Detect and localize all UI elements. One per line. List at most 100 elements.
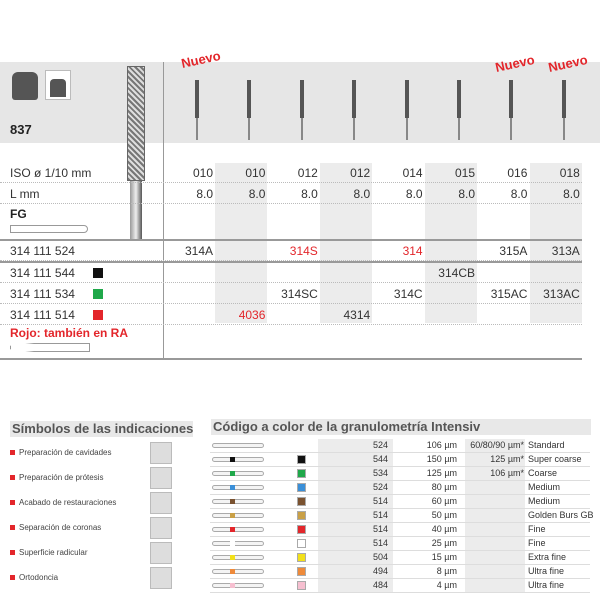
grit-row: 524 80 µm Medium bbox=[210, 481, 590, 495]
indication-symbol-icon bbox=[150, 517, 172, 539]
indication-label: Acabado de restauraciones bbox=[19, 498, 117, 507]
color-swatch bbox=[297, 553, 306, 562]
article-code: 315AC bbox=[490, 287, 528, 301]
bur-image bbox=[509, 80, 514, 140]
article-code: 313A bbox=[551, 244, 580, 258]
cavity-icon bbox=[12, 72, 38, 100]
ref-number: 314 111 534 bbox=[10, 287, 75, 301]
grit-name: Ultra fine bbox=[528, 580, 565, 590]
cell: 014 bbox=[402, 166, 423, 180]
article-code: 314 bbox=[402, 244, 423, 258]
column-shade bbox=[215, 163, 268, 323]
cell: 8.0 bbox=[196, 187, 213, 201]
cell: 8.0 bbox=[353, 187, 371, 201]
grit-row: 514 60 µm Medium bbox=[210, 495, 590, 509]
color-swatch bbox=[297, 525, 306, 534]
cell: 010 bbox=[245, 166, 266, 180]
color-ring bbox=[230, 485, 235, 490]
indication-item: Preparación de prótesis bbox=[10, 473, 104, 483]
bur-image bbox=[561, 80, 566, 140]
grit-row: 504 15 µm Extra fine bbox=[210, 551, 590, 565]
grit-code: 514 bbox=[372, 524, 388, 534]
bur-image bbox=[457, 80, 461, 140]
grit-row: 514 50 µm Golden Burs GB bbox=[210, 509, 594, 523]
article-code: 313AC bbox=[543, 287, 580, 301]
indication-item: Superficie radicular bbox=[10, 548, 87, 558]
color-ring bbox=[230, 541, 235, 546]
bur-shank-icon bbox=[212, 443, 264, 448]
cell: 018 bbox=[559, 166, 580, 180]
indication-label: Ortodoncia bbox=[19, 573, 59, 582]
indication-symbol-icon bbox=[150, 492, 172, 514]
bur-enlarged-image bbox=[127, 66, 145, 181]
indication-symbol-icon bbox=[150, 442, 172, 464]
bur-shank-icon bbox=[212, 485, 264, 490]
grit-code: 514 bbox=[372, 538, 388, 548]
bur-image bbox=[352, 80, 357, 140]
color-swatch bbox=[297, 497, 306, 506]
grit-size: 150 µm bbox=[426, 454, 457, 464]
length-label: L mm bbox=[10, 187, 40, 201]
color-swatch bbox=[297, 483, 306, 492]
cell: 8.0 bbox=[458, 187, 475, 201]
grit-size: 80 µm bbox=[431, 482, 457, 492]
cell: 8.0 bbox=[301, 187, 318, 201]
bullet-icon bbox=[10, 575, 15, 580]
cell: 8.0 bbox=[405, 187, 423, 201]
grit-name: Standard bbox=[528, 440, 565, 450]
grit-row: 494 8 µm Ultra fine bbox=[210, 565, 590, 579]
divider bbox=[0, 358, 582, 360]
color-ring bbox=[230, 499, 235, 504]
grit-size: 4 µm bbox=[436, 580, 457, 590]
article-code: 315A bbox=[499, 244, 528, 258]
bur-shank-icon bbox=[212, 555, 264, 560]
article-code: 314A bbox=[184, 244, 213, 258]
cell: 010 bbox=[192, 166, 213, 180]
cell: 015 bbox=[454, 166, 475, 180]
table-row: 314 111 544 314CB bbox=[0, 263, 582, 283]
indication-label: Preparación de cavidades bbox=[19, 448, 112, 457]
indication-label: Superficie radicular bbox=[19, 548, 88, 557]
color-swatch bbox=[297, 581, 306, 590]
indication-item: Ortodoncia bbox=[10, 573, 58, 583]
color-ring bbox=[230, 527, 235, 532]
grit-name: Medium bbox=[528, 496, 561, 506]
color-ring bbox=[230, 513, 235, 518]
grit-size: 106 µm bbox=[426, 440, 457, 450]
indication-label: Separación de coronas bbox=[19, 523, 102, 532]
color-swatch bbox=[297, 469, 306, 478]
grit-size: 25 µm bbox=[431, 538, 457, 548]
grit-name: Fine bbox=[528, 538, 546, 548]
divider bbox=[0, 261, 582, 263]
grit-row: 534 125 µm 106 µm* Coarse bbox=[210, 467, 590, 481]
indication-symbol-icon bbox=[150, 467, 172, 489]
grit-name: Medium bbox=[528, 482, 561, 492]
column-shade bbox=[320, 163, 373, 323]
grit-code: 524 bbox=[372, 440, 388, 450]
bur-image bbox=[404, 80, 409, 140]
grit-size: 40 µm bbox=[431, 524, 457, 534]
article-code: 314C bbox=[393, 287, 423, 301]
color-ring bbox=[230, 457, 235, 462]
cell: 8.0 bbox=[248, 187, 266, 201]
bur-shank-icon bbox=[212, 541, 264, 546]
grit-code: 514 bbox=[372, 496, 388, 506]
bur-shank-icon bbox=[212, 513, 264, 518]
grit-code: 494 bbox=[372, 566, 388, 576]
grit-size: 60 µm bbox=[431, 496, 457, 506]
bur-shank-icon bbox=[212, 457, 264, 462]
grit-alt: 106 µm* bbox=[490, 468, 524, 478]
grit-size: 15 µm bbox=[431, 552, 457, 562]
table-row: 314 111 524 314A 314S 314 315A 313A bbox=[0, 241, 582, 261]
indication-symbol-icon bbox=[150, 567, 172, 589]
length-row: L mm 8.0 8.0 8.0 8.0 8.0 8.0 8.0 8.0 bbox=[0, 184, 582, 204]
bullet-icon bbox=[10, 450, 15, 455]
ref-number: 314 111 514 bbox=[10, 308, 75, 322]
iso-label: ISO ø 1/10 mm bbox=[10, 166, 92, 180]
indications-title: Símbolos de las indicaciones bbox=[10, 421, 194, 437]
article-code: 4314 bbox=[343, 308, 371, 322]
grit-size: 8 µm bbox=[436, 566, 457, 576]
grit-code: 524 bbox=[372, 482, 388, 492]
grit-name: Golden Burs GB bbox=[528, 510, 594, 520]
table-row: 314 111 514 4036 4314 bbox=[0, 305, 582, 325]
